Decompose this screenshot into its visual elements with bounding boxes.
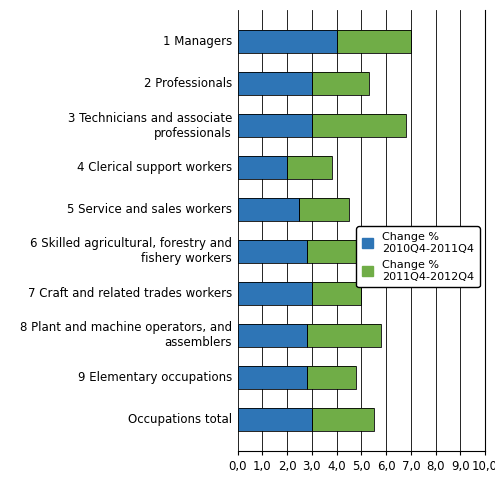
Bar xyxy=(307,240,374,263)
Bar xyxy=(337,30,411,53)
Bar xyxy=(299,198,349,221)
Bar xyxy=(238,282,312,305)
Bar xyxy=(238,324,307,347)
Bar xyxy=(312,72,369,95)
Bar xyxy=(307,324,381,347)
Bar xyxy=(238,198,299,221)
Bar xyxy=(238,198,299,221)
Bar xyxy=(312,282,361,305)
Bar xyxy=(238,240,307,263)
Bar xyxy=(299,198,349,221)
Bar xyxy=(312,114,406,137)
Bar xyxy=(238,156,287,179)
Bar xyxy=(238,72,312,95)
Bar xyxy=(238,72,312,95)
Bar xyxy=(312,282,361,305)
Bar xyxy=(238,408,312,431)
Bar xyxy=(312,114,406,137)
Bar xyxy=(312,408,374,431)
Bar xyxy=(312,408,374,431)
Bar xyxy=(238,30,337,53)
Bar xyxy=(287,156,332,179)
Bar xyxy=(238,114,312,137)
Bar xyxy=(287,156,332,179)
Bar xyxy=(238,282,312,305)
Bar xyxy=(238,240,307,263)
Bar xyxy=(312,72,369,95)
Bar xyxy=(307,324,381,347)
Bar xyxy=(307,366,356,389)
Bar xyxy=(307,240,374,263)
Bar xyxy=(238,156,287,179)
Legend: Change %
2010Q4-2011Q4, Change %
2011Q4-2012Q4: Change % 2010Q4-2011Q4, Change % 2011Q4-… xyxy=(356,226,480,288)
Bar xyxy=(307,366,356,389)
Bar xyxy=(238,366,307,389)
Bar xyxy=(238,30,337,53)
Bar xyxy=(238,366,307,389)
Bar xyxy=(238,324,307,347)
Bar xyxy=(337,30,411,53)
Bar xyxy=(238,114,312,137)
Bar xyxy=(238,408,312,431)
